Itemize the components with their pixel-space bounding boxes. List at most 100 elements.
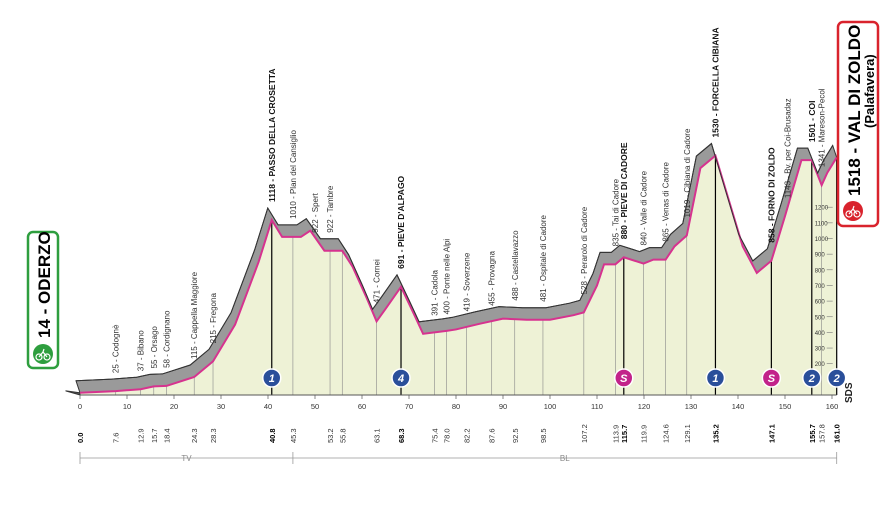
- axis-tick-label: 0: [78, 402, 82, 411]
- place-label-1118-passo-della-crosetta: 1118 - PASSO DELLA CROSETTA: [267, 69, 277, 203]
- sprint-marker: S: [761, 368, 782, 388]
- km-mark-label: 75.4: [430, 428, 439, 443]
- km-mark-label: 87.6: [488, 428, 497, 443]
- place-label-1143-bv-per-coi-brusadaz: 1143 - Bv. per Coi-Brusadaz: [783, 98, 792, 198]
- axis-tick-label: 150: [779, 402, 792, 411]
- place-label-37-bibano: 37 - Bibano: [137, 330, 146, 371]
- place-label-1019-cibiana-di-cadore: 1019 - Cibiana di Cadore: [683, 128, 692, 217]
- km-mark-label: 98.5: [539, 428, 548, 443]
- km-mark-label: 7.6: [112, 433, 121, 443]
- km-mark-label: 82.2: [462, 428, 471, 443]
- elev-tick-label: 1000: [815, 237, 829, 243]
- marker-circle: [262, 368, 282, 388]
- km-mark-label: 92.5: [511, 428, 520, 443]
- place-label-858-forno-di-zoldo: 858 - FORNO DI ZOLDO: [766, 147, 776, 243]
- cyclist-icon: [843, 201, 863, 221]
- km-mark-label: 55.8: [338, 428, 347, 443]
- finish-badge: 1518 - VAL DI ZOLDO (Palafavera): [836, 20, 880, 228]
- marker-label: 1: [269, 373, 275, 385]
- km-mark-label: 28.3: [209, 428, 218, 443]
- axis-tick-label: 80: [452, 402, 460, 411]
- place-label-528-perarolo-di-cadore: 528 - Perarolo di Cadore: [580, 206, 589, 294]
- marker-circle: [705, 368, 726, 388]
- km-mark-label: 15.7: [150, 428, 159, 443]
- cyclist-icon: [33, 344, 53, 364]
- axis-tick-label: 50: [311, 402, 319, 411]
- km-mark-label: 12.9: [137, 428, 146, 443]
- place-label-1530-forcella-cibiana: 1530 - FORCELLA CIBIANA: [710, 27, 720, 137]
- elev-tick-label: 200: [815, 362, 826, 368]
- place-label-922-spert: 922 - Spert: [311, 192, 320, 232]
- axis-tick-label: 40: [264, 402, 272, 411]
- elev-tick-label: 300: [815, 347, 826, 353]
- km-mark-label: 115.7: [620, 425, 629, 443]
- kom-marker: 4: [391, 368, 411, 388]
- km-mark-label: 119.9: [640, 425, 649, 443]
- axis-tick-label: 160: [826, 402, 839, 411]
- km-mark-label: 63.1: [373, 428, 382, 443]
- place-label-58-cordignano: 58 - Cordignano: [162, 310, 171, 368]
- km-mark-label: 78.0: [443, 428, 452, 443]
- start-label: 14 - ODERZO: [35, 231, 54, 338]
- marker-label: S: [768, 373, 776, 385]
- axis-tick-label: 140: [732, 402, 745, 411]
- km-mark-label: 124.6: [662, 424, 671, 443]
- sprint-marker: S: [614, 368, 634, 388]
- elev-tick-label: 500: [815, 315, 826, 321]
- profile-start-side: [65, 390, 81, 396]
- marker-label: 2: [808, 373, 815, 385]
- axis-tick-label: 120: [638, 402, 651, 411]
- place-label-880-pieve-di-cadore: 880 - PIEVE DI CADORE: [619, 142, 629, 239]
- place-label-1341-mareson-pecol: 1341 - Mareson-Pecol: [818, 88, 827, 167]
- place-label-419-soverzene: 419 - Soverzene: [462, 252, 471, 311]
- marker-circle: [614, 368, 634, 388]
- km-mark-label: 0.0: [76, 433, 85, 443]
- region-label: BL: [560, 454, 570, 463]
- place-label-25-codogn: 25 - Codognè: [112, 324, 121, 373]
- km-mark-label: 24.3: [190, 428, 199, 443]
- place-label-455-provagna: 455 - Provagna: [488, 251, 497, 306]
- sds-logo: SDS: [844, 382, 855, 403]
- marker-label: S: [620, 373, 628, 385]
- km-mark-label: 18.4: [162, 428, 171, 443]
- elev-tick-label: 1100: [815, 221, 829, 227]
- axis-tick-label: 70: [405, 402, 413, 411]
- kom-marker: 1: [705, 368, 726, 388]
- place-label-835-tai-di-cadore: 835 - Tai di Cadore: [611, 178, 620, 246]
- place-label-1501-coi: 1501 - COI: [807, 101, 817, 143]
- marker-label: 1: [712, 373, 718, 385]
- place-label-481-ospitale-di-cadore: 481 - Ospitale di Cadore: [539, 214, 548, 301]
- km-mark-label: 155.7: [808, 424, 817, 443]
- marker-circle: [826, 368, 847, 388]
- marker-label: 2: [833, 373, 840, 385]
- elev-tick-label: 800: [815, 268, 826, 274]
- kom-marker: 2: [826, 368, 847, 388]
- km-mark-label: 68.3: [397, 428, 406, 443]
- place-label-471-cornei: 471 - Cornei: [373, 259, 382, 303]
- place-label-691-pieve-d-alpago: 691 - PIEVE D'ALPAGO: [396, 175, 406, 268]
- place-label-840-valle-di-cadore: 840 - Valle di Cadore: [640, 170, 649, 245]
- place-label-215-fregona: 215 - Fregona: [209, 293, 218, 344]
- axis-tick-label: 10: [123, 402, 131, 411]
- finish-sublabel: (Palafavera): [862, 54, 877, 128]
- km-mark-label: 157.8: [818, 424, 827, 443]
- km-mark-label: 147.1: [767, 424, 776, 443]
- place-label-865-venas-di-cadore: 865 - Venas di Cadore: [662, 161, 671, 241]
- region-label: TV: [181, 454, 192, 463]
- place-label-55-orsago: 55 - Orsago: [150, 326, 159, 369]
- axis-tick-label: 30: [217, 402, 225, 411]
- axis-tick-label: 130: [685, 402, 698, 411]
- axis-tick-label: 90: [499, 402, 507, 411]
- marker-circle: [802, 368, 822, 388]
- km-mark-label: 129.1: [683, 424, 692, 443]
- axis-tick-label: 60: [358, 402, 366, 411]
- km-mark-label: 45.3: [289, 428, 298, 443]
- kom-marker: 1: [262, 368, 282, 388]
- elev-tick-label: 400: [815, 331, 826, 337]
- marker-label: 4: [397, 373, 404, 385]
- place-label-488-castellavazzo: 488 - Castellavazzo: [511, 230, 520, 301]
- axis-tick-label: 100: [544, 402, 557, 411]
- km-mark-label: 107.2: [580, 424, 589, 443]
- profile-top-edge: [75, 142, 834, 382]
